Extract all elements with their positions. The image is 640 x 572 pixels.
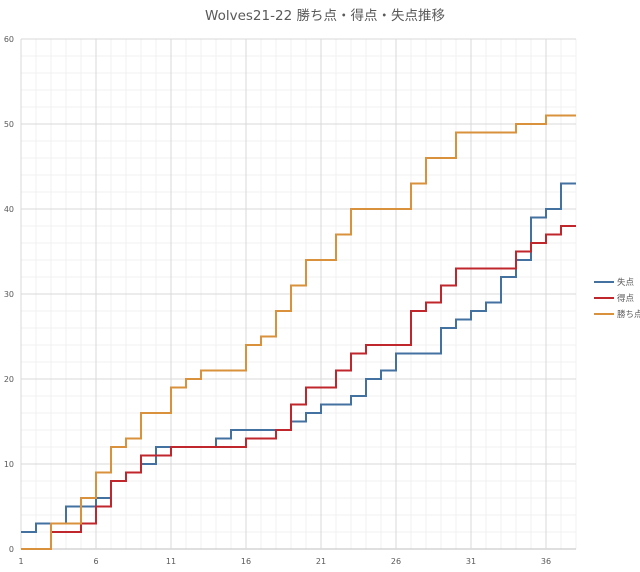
y-tick-label: 20: [4, 375, 14, 384]
legend-label: 勝ち点: [617, 309, 640, 320]
series-line-3: [21, 114, 576, 550]
x-tick-label: 1: [18, 557, 23, 566]
y-tick-label: 0: [9, 545, 14, 554]
series-lines: [21, 114, 576, 550]
y-axis-ticks: 0 10 20 30 40 50 60: [4, 35, 14, 554]
chart-title: Wolves21-22 勝ち点・得点・失点推移: [205, 7, 445, 24]
y-tick-label: 40: [4, 205, 14, 214]
x-tick-label: 21: [316, 557, 326, 566]
x-tick-label: 26: [391, 557, 401, 566]
x-tick-label: 16: [241, 557, 251, 566]
y-tick-label: 50: [4, 120, 14, 129]
series-line-2: [21, 225, 576, 550]
y-tick-label: 10: [4, 460, 14, 469]
legend-label: 得点: [617, 293, 635, 304]
y-tick-label: 30: [4, 290, 14, 299]
x-axis-ticks: 1 6 11 16 21 26 31 36: [18, 557, 551, 566]
legend-label: 失点: [617, 277, 635, 288]
y-tick-label: 60: [4, 35, 14, 44]
x-tick-label: 36: [541, 557, 551, 566]
x-tick-label: 6: [93, 557, 98, 566]
x-tick-label: 11: [166, 557, 176, 566]
x-tick-label: 31: [466, 557, 476, 566]
